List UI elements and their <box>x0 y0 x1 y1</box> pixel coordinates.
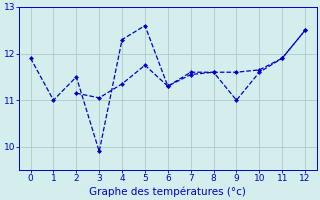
X-axis label: Graphe des températures (°c): Graphe des températures (°c) <box>89 186 246 197</box>
